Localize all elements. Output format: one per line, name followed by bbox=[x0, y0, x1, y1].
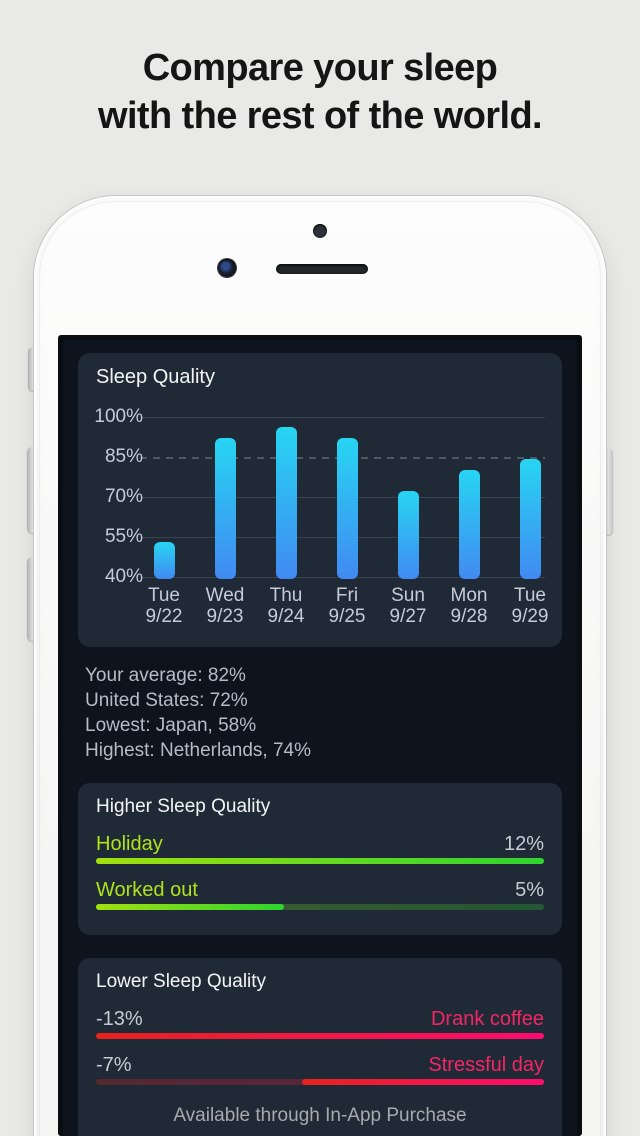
stat-line: Highest: Netherlands, 74% bbox=[85, 740, 312, 761]
power-button bbox=[603, 448, 613, 535]
stat-line: United States: 72% bbox=[85, 690, 248, 711]
headline-line-1: Compare your sleep bbox=[142, 47, 498, 89]
chart-bar bbox=[275, 427, 297, 579]
lower-sleep-quality-card: Lower Sleep Quality -13% Drank coffee -7% S… bbox=[78, 958, 562, 1136]
factor-bar-fill bbox=[302, 1079, 544, 1085]
stat-line: Your average: 82% bbox=[85, 665, 246, 686]
factor-value: 12% bbox=[503, 833, 544, 855]
y-tick-label: 70% bbox=[104, 486, 143, 507]
factor-value: 5% bbox=[515, 879, 544, 901]
factor-bar-fill bbox=[96, 904, 285, 910]
factor-row: Holiday 12% bbox=[96, 833, 544, 855]
chart-bar bbox=[214, 437, 236, 579]
sleep-quality-card: Sleep Quality 100% 85% 70% 55% 40% Tue 9/22 Wed… bbox=[78, 353, 562, 647]
factor-bar bbox=[96, 904, 544, 910]
y-tick-label: 100% bbox=[94, 406, 143, 427]
x-tick-label: Mon 9/28 bbox=[450, 585, 488, 627]
front-camera bbox=[218, 259, 236, 277]
factor-bar bbox=[96, 1079, 544, 1085]
app-background: Sleep Quality 100% 85% 70% 55% 40% Tue 9/22 Wed… bbox=[63, 340, 577, 1136]
x-tick-label: Fri 9/25 bbox=[328, 585, 366, 627]
in-app-purchase-note: Available through In-App Purchase bbox=[173, 1105, 467, 1126]
chart-bar bbox=[458, 469, 480, 579]
factor-value: -13% bbox=[96, 1008, 143, 1030]
x-tick-label: Thu 9/24 bbox=[267, 585, 305, 627]
factor-bar bbox=[96, 1033, 544, 1039]
factor-bar-track bbox=[96, 904, 544, 910]
phone-screen: Sleep Quality 100% 85% 70% 55% 40% Tue 9/22 Wed… bbox=[58, 335, 582, 1136]
y-tick-label: 85% bbox=[104, 446, 143, 467]
y-tick-label: 55% bbox=[104, 526, 143, 547]
headline-line-2: with the rest of the world. bbox=[97, 95, 543, 137]
lower-sleep-quality-title: Lower Sleep Quality bbox=[96, 971, 267, 992]
sleep-quality-title: Sleep Quality bbox=[96, 366, 215, 388]
chart-bar bbox=[397, 491, 419, 579]
y-tick-label: 40% bbox=[104, 566, 143, 587]
factor-row: -7% Stressful day bbox=[96, 1054, 544, 1076]
comparison-stats: Your average: 82% United States: 72% Lowes… bbox=[85, 663, 562, 763]
higher-sleep-quality-title: Higher Sleep Quality bbox=[96, 796, 271, 817]
volume-up-button bbox=[27, 447, 37, 533]
factor-bar bbox=[96, 858, 544, 864]
factor-bar-fill bbox=[96, 858, 544, 864]
volume-down-button bbox=[27, 557, 37, 641]
stat-line: Lowest: Japan, 58% bbox=[85, 715, 257, 736]
factor-label: Worked out bbox=[96, 879, 198, 901]
chart-bar bbox=[519, 459, 541, 579]
x-tick-label: Tue 9/29 bbox=[511, 585, 549, 627]
factor-row: Worked out 5% bbox=[96, 879, 544, 901]
factor-row: -13% Drank coffee bbox=[96, 1008, 544, 1030]
chart-bar bbox=[153, 541, 175, 579]
factor-value: -7% bbox=[96, 1054, 132, 1076]
proximity-sensor-dot bbox=[313, 224, 327, 238]
higher-sleep-quality-card: Higher Sleep Quality Holiday 12% Worked ou… bbox=[78, 783, 562, 935]
factor-label: Stressful day bbox=[428, 1054, 544, 1076]
x-tick-label: Tue 9/22 bbox=[145, 585, 183, 627]
marketing-headline: Compare your sleep with the rest of the … bbox=[0, 44, 640, 140]
mute-switch bbox=[28, 347, 37, 391]
x-tick-label: Sun 9/27 bbox=[389, 585, 427, 627]
gridline bbox=[140, 417, 545, 418]
x-tick-label: Wed 9/23 bbox=[205, 585, 245, 627]
factor-label: Holiday bbox=[96, 833, 163, 855]
earpiece-speaker bbox=[276, 264, 368, 274]
factor-bar-fill bbox=[96, 1033, 544, 1039]
chart-bar bbox=[336, 437, 358, 579]
factor-label: Drank coffee bbox=[430, 1008, 544, 1030]
